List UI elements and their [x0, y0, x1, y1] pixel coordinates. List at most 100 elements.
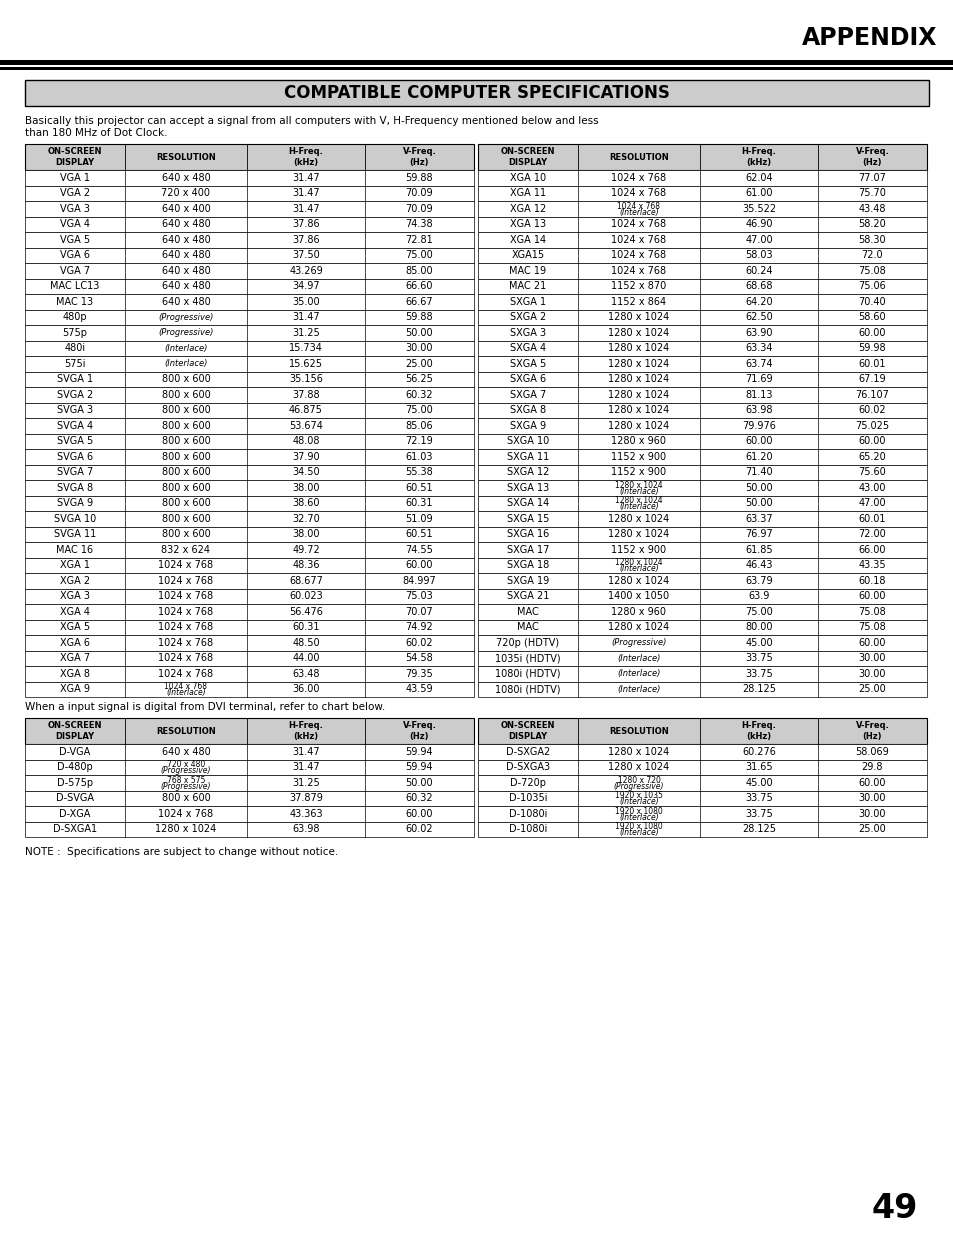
Text: SVGA 3: SVGA 3 [57, 405, 93, 415]
Text: SXGA 5: SXGA 5 [509, 358, 545, 369]
Text: 1280 x 1024: 1280 x 1024 [608, 343, 669, 353]
Text: 15.625: 15.625 [289, 358, 323, 369]
Text: XGA15: XGA15 [511, 251, 544, 261]
Text: 51.09: 51.09 [405, 514, 433, 524]
Text: 640 x 480: 640 x 480 [161, 173, 211, 183]
Bar [25, 294, 474, 310]
Text: D-575p: D-575p [57, 778, 93, 788]
Text: SVGA 10: SVGA 10 [53, 514, 96, 524]
Text: 54.58: 54.58 [405, 653, 433, 663]
Text: 31.47: 31.47 [292, 173, 319, 183]
Text: 832 x 624: 832 x 624 [161, 545, 211, 555]
Text: 43.00: 43.00 [858, 483, 885, 493]
Text: 59.98: 59.98 [858, 343, 885, 353]
Text: 70.07: 70.07 [405, 606, 433, 616]
Text: 35.156: 35.156 [289, 374, 323, 384]
Text: 43.35: 43.35 [858, 561, 885, 571]
Bar [477, 372, 926, 387]
Text: 15.734: 15.734 [289, 343, 323, 353]
Bar [477, 651, 926, 666]
Bar [477, 356, 926, 372]
Text: 640 x 480: 640 x 480 [161, 296, 211, 306]
Bar [25, 743, 474, 760]
Text: 1152 x 900: 1152 x 900 [611, 452, 666, 462]
Text: 79.35: 79.35 [405, 668, 433, 679]
Text: 85.00: 85.00 [405, 266, 433, 275]
Text: Basically this projector can accept a signal from all computers with V, H-Freque: Basically this projector can accept a si… [25, 116, 598, 137]
Text: 58.069: 58.069 [855, 747, 888, 757]
Text: 1920 x 1080: 1920 x 1080 [615, 806, 662, 815]
Text: (Interlace): (Interlace) [164, 343, 208, 353]
Bar [477, 806, 926, 821]
Bar [25, 387, 474, 403]
Text: 60.02: 60.02 [405, 637, 433, 647]
Text: SXGA 9: SXGA 9 [510, 421, 545, 431]
Bar [477, 635, 926, 651]
Text: 63.34: 63.34 [744, 343, 772, 353]
Bar [25, 310, 474, 325]
Text: SXGA 11: SXGA 11 [506, 452, 549, 462]
Text: 75.08: 75.08 [858, 606, 885, 616]
Text: 800 x 600: 800 x 600 [161, 421, 211, 431]
Text: D-VGA: D-VGA [59, 747, 91, 757]
Text: 1024 x 768: 1024 x 768 [158, 576, 213, 585]
Text: 640 x 480: 640 x 480 [161, 266, 211, 275]
Text: (Interlace): (Interlace) [618, 503, 659, 511]
Text: 58.20: 58.20 [858, 220, 885, 230]
Text: 43.269: 43.269 [289, 266, 322, 275]
Text: ON-SCREEN
DISPLAY: ON-SCREEN DISPLAY [48, 721, 102, 741]
Bar [25, 557, 474, 573]
Bar [25, 542, 474, 557]
Text: (Interlace): (Interlace) [617, 669, 660, 678]
Text: 1024 x 768: 1024 x 768 [611, 188, 666, 199]
Text: 71.69: 71.69 [744, 374, 772, 384]
Text: 1280 x 960: 1280 x 960 [611, 436, 666, 446]
Text: 1280 x 1024: 1280 x 1024 [608, 576, 669, 585]
Text: D-SXGA1: D-SXGA1 [52, 824, 97, 835]
Text: 61.00: 61.00 [744, 188, 772, 199]
Text: 60.276: 60.276 [741, 747, 775, 757]
Text: VGA 7: VGA 7 [60, 266, 90, 275]
Text: 46.875: 46.875 [289, 405, 323, 415]
Bar [477, 604, 926, 620]
Text: 33.75: 33.75 [744, 809, 772, 819]
Text: 60.023: 60.023 [289, 592, 322, 601]
Text: 31.25: 31.25 [292, 778, 319, 788]
Text: 37.88: 37.88 [292, 390, 319, 400]
Text: APPENDIX: APPENDIX [801, 26, 937, 49]
Text: 75.08: 75.08 [858, 266, 885, 275]
Text: 1920 x 1080: 1920 x 1080 [615, 823, 662, 831]
Text: 1024 x 768: 1024 x 768 [617, 201, 659, 211]
Text: 1280 x 1024: 1280 x 1024 [615, 480, 662, 489]
Text: XGA 9: XGA 9 [60, 684, 90, 694]
Text: 60.01: 60.01 [858, 358, 885, 369]
Text: 43.48: 43.48 [858, 204, 885, 214]
Text: 640 x 480: 640 x 480 [161, 235, 211, 245]
Text: 28.125: 28.125 [741, 824, 775, 835]
Bar [25, 511, 474, 526]
Text: 60.02: 60.02 [405, 824, 433, 835]
Bar [477, 790, 926, 806]
Text: (Interlace): (Interlace) [618, 813, 659, 821]
Bar [477, 743, 926, 760]
Text: 61.03: 61.03 [405, 452, 433, 462]
Bar [25, 417, 474, 433]
Text: ON-SCREEN
DISPLAY: ON-SCREEN DISPLAY [48, 147, 102, 167]
Text: SXGA 4: SXGA 4 [510, 343, 545, 353]
Text: 29.8: 29.8 [861, 762, 882, 772]
Text: 33.75: 33.75 [744, 668, 772, 679]
Text: 1152 x 864: 1152 x 864 [611, 296, 666, 306]
Text: 38.00: 38.00 [292, 483, 319, 493]
Text: 1280 x 720: 1280 x 720 [617, 776, 659, 784]
Text: XGA 3: XGA 3 [60, 592, 90, 601]
Text: 1280 x 1024: 1280 x 1024 [608, 358, 669, 369]
Text: 1024 x 768: 1024 x 768 [158, 668, 213, 679]
Text: SXGA 13: SXGA 13 [506, 483, 549, 493]
Text: 67.19: 67.19 [858, 374, 885, 384]
Text: 31.47: 31.47 [292, 747, 319, 757]
Bar [25, 201, 474, 216]
Bar [477, 341, 926, 356]
Bar [25, 620, 474, 635]
Text: 800 x 600: 800 x 600 [161, 405, 211, 415]
Text: 1024 x 768: 1024 x 768 [158, 606, 213, 616]
